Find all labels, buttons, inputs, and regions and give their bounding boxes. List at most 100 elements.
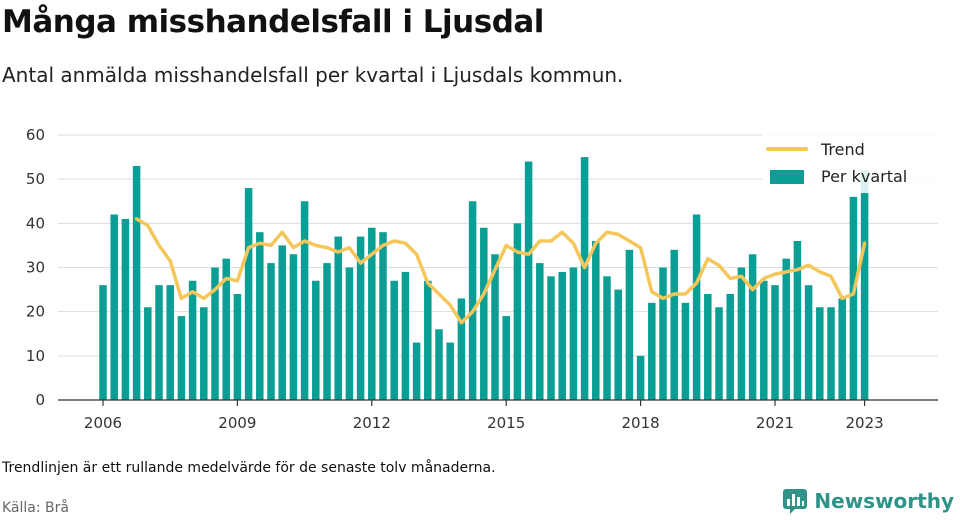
bar	[502, 316, 510, 400]
y-tick-label: 60	[26, 126, 45, 144]
bar	[569, 267, 578, 400]
x-tick-label: 2015	[487, 414, 525, 432]
brand-name: Newsworthy	[814, 489, 954, 513]
bar	[513, 223, 522, 400]
bar	[771, 285, 779, 400]
bar	[592, 241, 600, 400]
bar	[737, 267, 746, 400]
bar	[457, 298, 466, 400]
x-tick-label: 2006	[84, 414, 122, 432]
bar	[244, 188, 253, 400]
bar	[614, 289, 622, 400]
bar	[267, 263, 275, 400]
bar	[480, 227, 488, 400]
bar	[816, 307, 824, 400]
bar	[424, 280, 432, 400]
trend-line-series	[134, 217, 867, 325]
bar	[334, 236, 342, 400]
bar	[849, 196, 858, 400]
y-tick-label: 40	[26, 214, 45, 232]
bar	[99, 285, 107, 400]
bar	[200, 307, 208, 400]
bar	[625, 249, 634, 400]
brand-logo[interactable]: Newsworthy	[782, 488, 954, 514]
bar	[278, 245, 286, 400]
bar	[782, 258, 790, 400]
bar	[760, 280, 768, 400]
footnote: Trendlinjen är ett rullande medelvärde f…	[2, 460, 496, 476]
legend: Trend Per kvartal	[762, 133, 940, 193]
bar	[289, 254, 298, 400]
chart-title: Många misshandelsfall i Ljusdal	[2, 4, 544, 40]
bar	[692, 214, 701, 400]
bar	[166, 285, 174, 400]
bar	[379, 232, 387, 400]
bar	[110, 214, 118, 400]
bar	[580, 157, 589, 400]
x-tick-label: 2018	[622, 414, 660, 432]
newsworthy-logo-icon	[783, 489, 808, 514]
bar	[323, 263, 331, 400]
bar-series-per-kvartal	[99, 157, 869, 400]
bar	[860, 170, 869, 400]
bar	[468, 201, 477, 400]
y-tick-label: 50	[26, 170, 45, 188]
bar	[726, 294, 734, 400]
bar	[793, 241, 802, 400]
bar	[524, 161, 533, 400]
bar	[155, 285, 163, 400]
bar	[300, 201, 309, 400]
bar	[132, 165, 141, 400]
bar	[121, 218, 130, 400]
bar	[659, 267, 667, 400]
bar	[536, 263, 544, 400]
bar	[345, 267, 354, 400]
bar	[491, 254, 499, 400]
bar	[681, 302, 690, 400]
bar	[177, 316, 186, 400]
x-tick-label: 2021	[756, 414, 794, 432]
bar	[401, 271, 410, 400]
bar	[827, 307, 835, 400]
bar	[648, 302, 656, 400]
y-tick-label: 30	[26, 259, 45, 277]
bar	[558, 271, 566, 400]
bar	[188, 280, 197, 400]
y-tick-label: 0	[35, 391, 45, 409]
bar	[144, 307, 152, 400]
legend-bar-label: Per kvartal	[821, 167, 907, 186]
bar	[838, 298, 846, 400]
bar	[704, 294, 712, 400]
x-axis: 2006 2009 2012 2015 2018 2021 2023	[58, 399, 938, 432]
bar	[222, 258, 230, 400]
bar	[804, 285, 813, 400]
y-tick-label: 20	[26, 303, 45, 321]
bar	[211, 267, 219, 400]
bar	[636, 355, 645, 400]
legend-bar-swatch	[770, 170, 804, 184]
chart-subtitle: Antal anmälda misshandelsfall per kvarta…	[2, 63, 624, 87]
bar	[356, 236, 365, 400]
y-axis-tick-labels: 0 10 20 30 40 50 60	[26, 126, 45, 409]
bar	[547, 276, 555, 400]
x-tick-label: 2009	[218, 414, 256, 432]
bar	[435, 329, 443, 400]
bar	[233, 294, 242, 400]
bar	[670, 249, 678, 400]
x-tick-label: 2023	[846, 414, 884, 432]
legend-trend-label: Trend	[820, 140, 865, 159]
trend-line	[134, 217, 867, 325]
source-label: Källa: Brå	[2, 500, 69, 516]
y-tick-label: 10	[26, 347, 45, 365]
bar	[715, 307, 723, 400]
bar	[603, 276, 611, 400]
bar	[390, 280, 398, 400]
x-tick-label: 2012	[353, 414, 391, 432]
bar	[256, 232, 264, 400]
bar	[748, 254, 757, 400]
bar	[446, 342, 454, 400]
bar	[312, 280, 320, 400]
bar	[368, 227, 376, 400]
bar	[412, 342, 421, 400]
